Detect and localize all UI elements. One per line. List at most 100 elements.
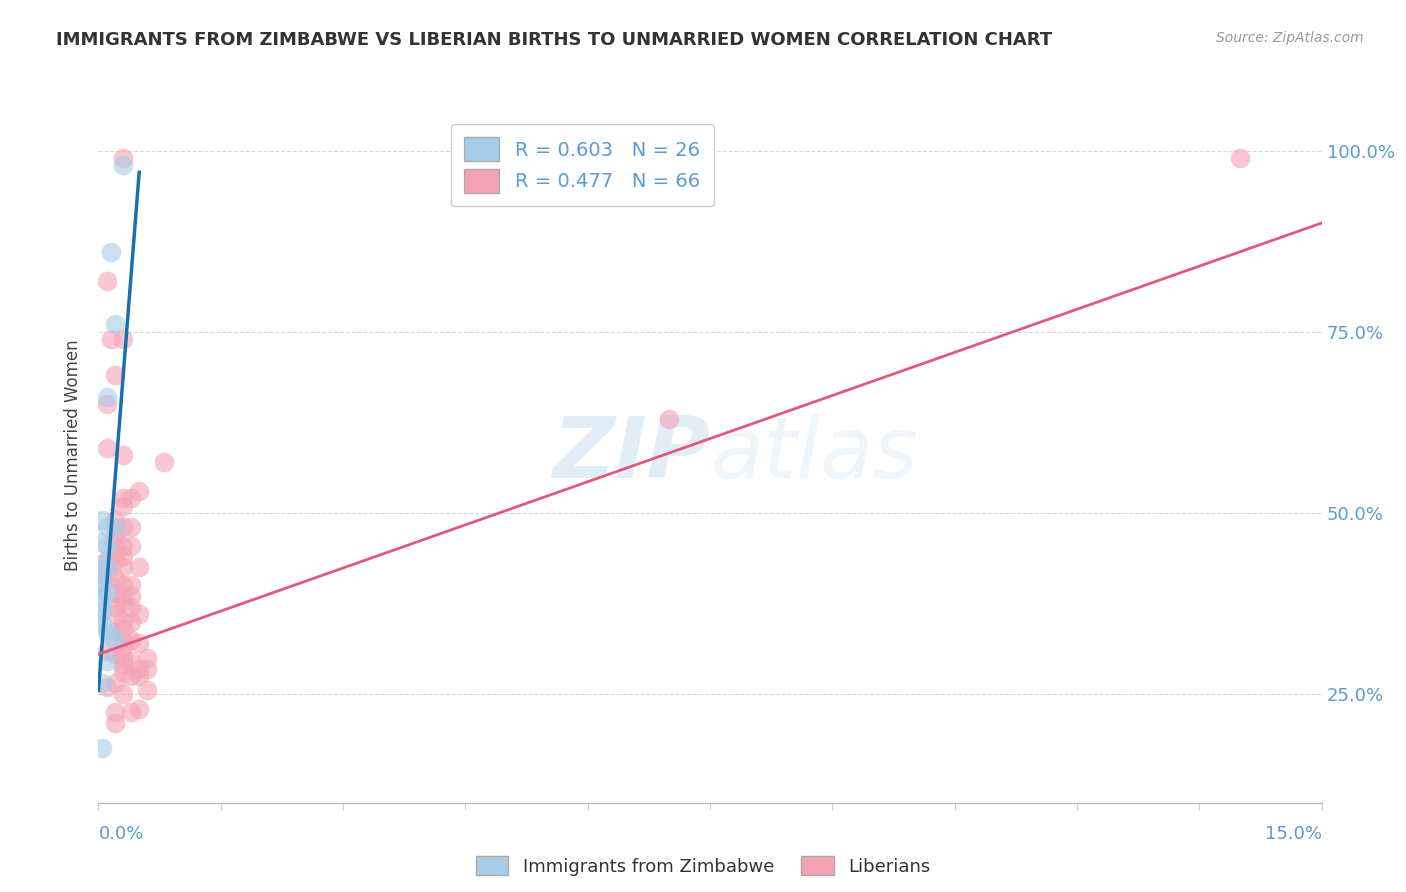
Point <box>104 513 127 527</box>
Point <box>104 607 127 622</box>
Point <box>120 705 142 719</box>
Point <box>120 615 142 629</box>
Point <box>104 647 127 661</box>
Point <box>128 701 150 715</box>
Point <box>91 513 114 527</box>
Point <box>120 491 142 506</box>
Y-axis label: Births to Unmarried Women: Births to Unmarried Women <box>65 339 83 571</box>
Point <box>96 274 118 288</box>
Point <box>1229 151 1251 165</box>
Point <box>91 676 114 690</box>
Point <box>111 615 134 629</box>
Point <box>111 491 134 506</box>
Point <box>120 578 142 592</box>
Point <box>128 607 150 622</box>
Legend: R = 0.603   N = 26, R = 0.477   N = 66: R = 0.603 N = 26, R = 0.477 N = 66 <box>451 124 714 206</box>
Point <box>111 539 134 553</box>
Point <box>120 600 142 615</box>
Point <box>111 640 134 654</box>
Point <box>104 625 127 640</box>
Point <box>120 655 142 669</box>
Point <box>91 604 114 618</box>
Point <box>104 553 127 567</box>
Point <box>111 651 134 665</box>
Point <box>136 651 159 665</box>
Point <box>111 549 134 564</box>
Text: ZIP: ZIP <box>553 413 710 497</box>
Text: IMMIGRANTS FROM ZIMBABWE VS LIBERIAN BIRTHS TO UNMARRIED WOMEN CORRELATION CHART: IMMIGRANTS FROM ZIMBABWE VS LIBERIAN BIR… <box>56 31 1052 49</box>
Point <box>96 553 118 567</box>
Text: 0.0%: 0.0% <box>98 825 143 843</box>
Point <box>104 318 127 332</box>
Point <box>111 665 134 680</box>
Point <box>100 629 122 643</box>
Point <box>104 716 127 731</box>
Point <box>136 683 159 698</box>
Point <box>128 636 150 650</box>
Text: atlas: atlas <box>710 413 918 497</box>
Point <box>87 611 110 625</box>
Point <box>111 560 134 574</box>
Point <box>104 527 127 541</box>
Point <box>104 632 127 647</box>
Point <box>104 535 127 549</box>
Point <box>104 705 127 719</box>
Point <box>91 741 114 756</box>
Point <box>96 539 118 553</box>
Point <box>91 557 114 571</box>
Point <box>96 585 118 599</box>
Point <box>96 643 118 657</box>
Point <box>104 546 127 560</box>
Point <box>96 567 118 582</box>
Point <box>128 560 150 574</box>
Point <box>152 455 174 469</box>
Point <box>96 560 118 574</box>
Point <box>111 687 134 701</box>
Point <box>96 441 118 455</box>
Text: 15.0%: 15.0% <box>1264 825 1322 843</box>
Point <box>120 669 142 683</box>
Point <box>96 655 118 669</box>
Point <box>104 585 127 599</box>
Point <box>96 520 118 534</box>
Point <box>111 448 134 462</box>
Point <box>100 245 122 260</box>
Point <box>136 662 159 676</box>
Point <box>111 597 134 611</box>
Point <box>91 578 114 592</box>
Point <box>658 411 681 425</box>
Point <box>96 680 118 694</box>
Point <box>91 567 114 582</box>
Point <box>104 520 127 534</box>
Point <box>104 368 127 383</box>
Point <box>128 662 150 676</box>
Point <box>104 571 127 585</box>
Legend: Immigrants from Zimbabwe, Liberians: Immigrants from Zimbabwe, Liberians <box>468 849 938 883</box>
Point <box>96 625 118 640</box>
Point <box>111 589 134 603</box>
Point <box>104 600 127 615</box>
Point <box>96 390 118 404</box>
Point <box>104 676 127 690</box>
Point <box>128 669 150 683</box>
Point <box>91 589 114 603</box>
Point <box>111 622 134 636</box>
Point <box>128 484 150 499</box>
Point <box>111 151 134 165</box>
Point <box>120 589 142 603</box>
Point <box>87 574 110 589</box>
Point <box>91 535 114 549</box>
Text: Source: ZipAtlas.com: Source: ZipAtlas.com <box>1216 31 1364 45</box>
Point <box>100 332 122 346</box>
Point <box>120 539 142 553</box>
Point <box>96 397 118 411</box>
Point <box>111 658 134 673</box>
Point <box>111 578 134 592</box>
Point <box>91 618 114 632</box>
Point <box>111 332 134 346</box>
Point <box>91 597 114 611</box>
Point <box>111 499 134 513</box>
Point <box>111 520 134 534</box>
Point <box>111 158 134 172</box>
Point <box>120 632 142 647</box>
